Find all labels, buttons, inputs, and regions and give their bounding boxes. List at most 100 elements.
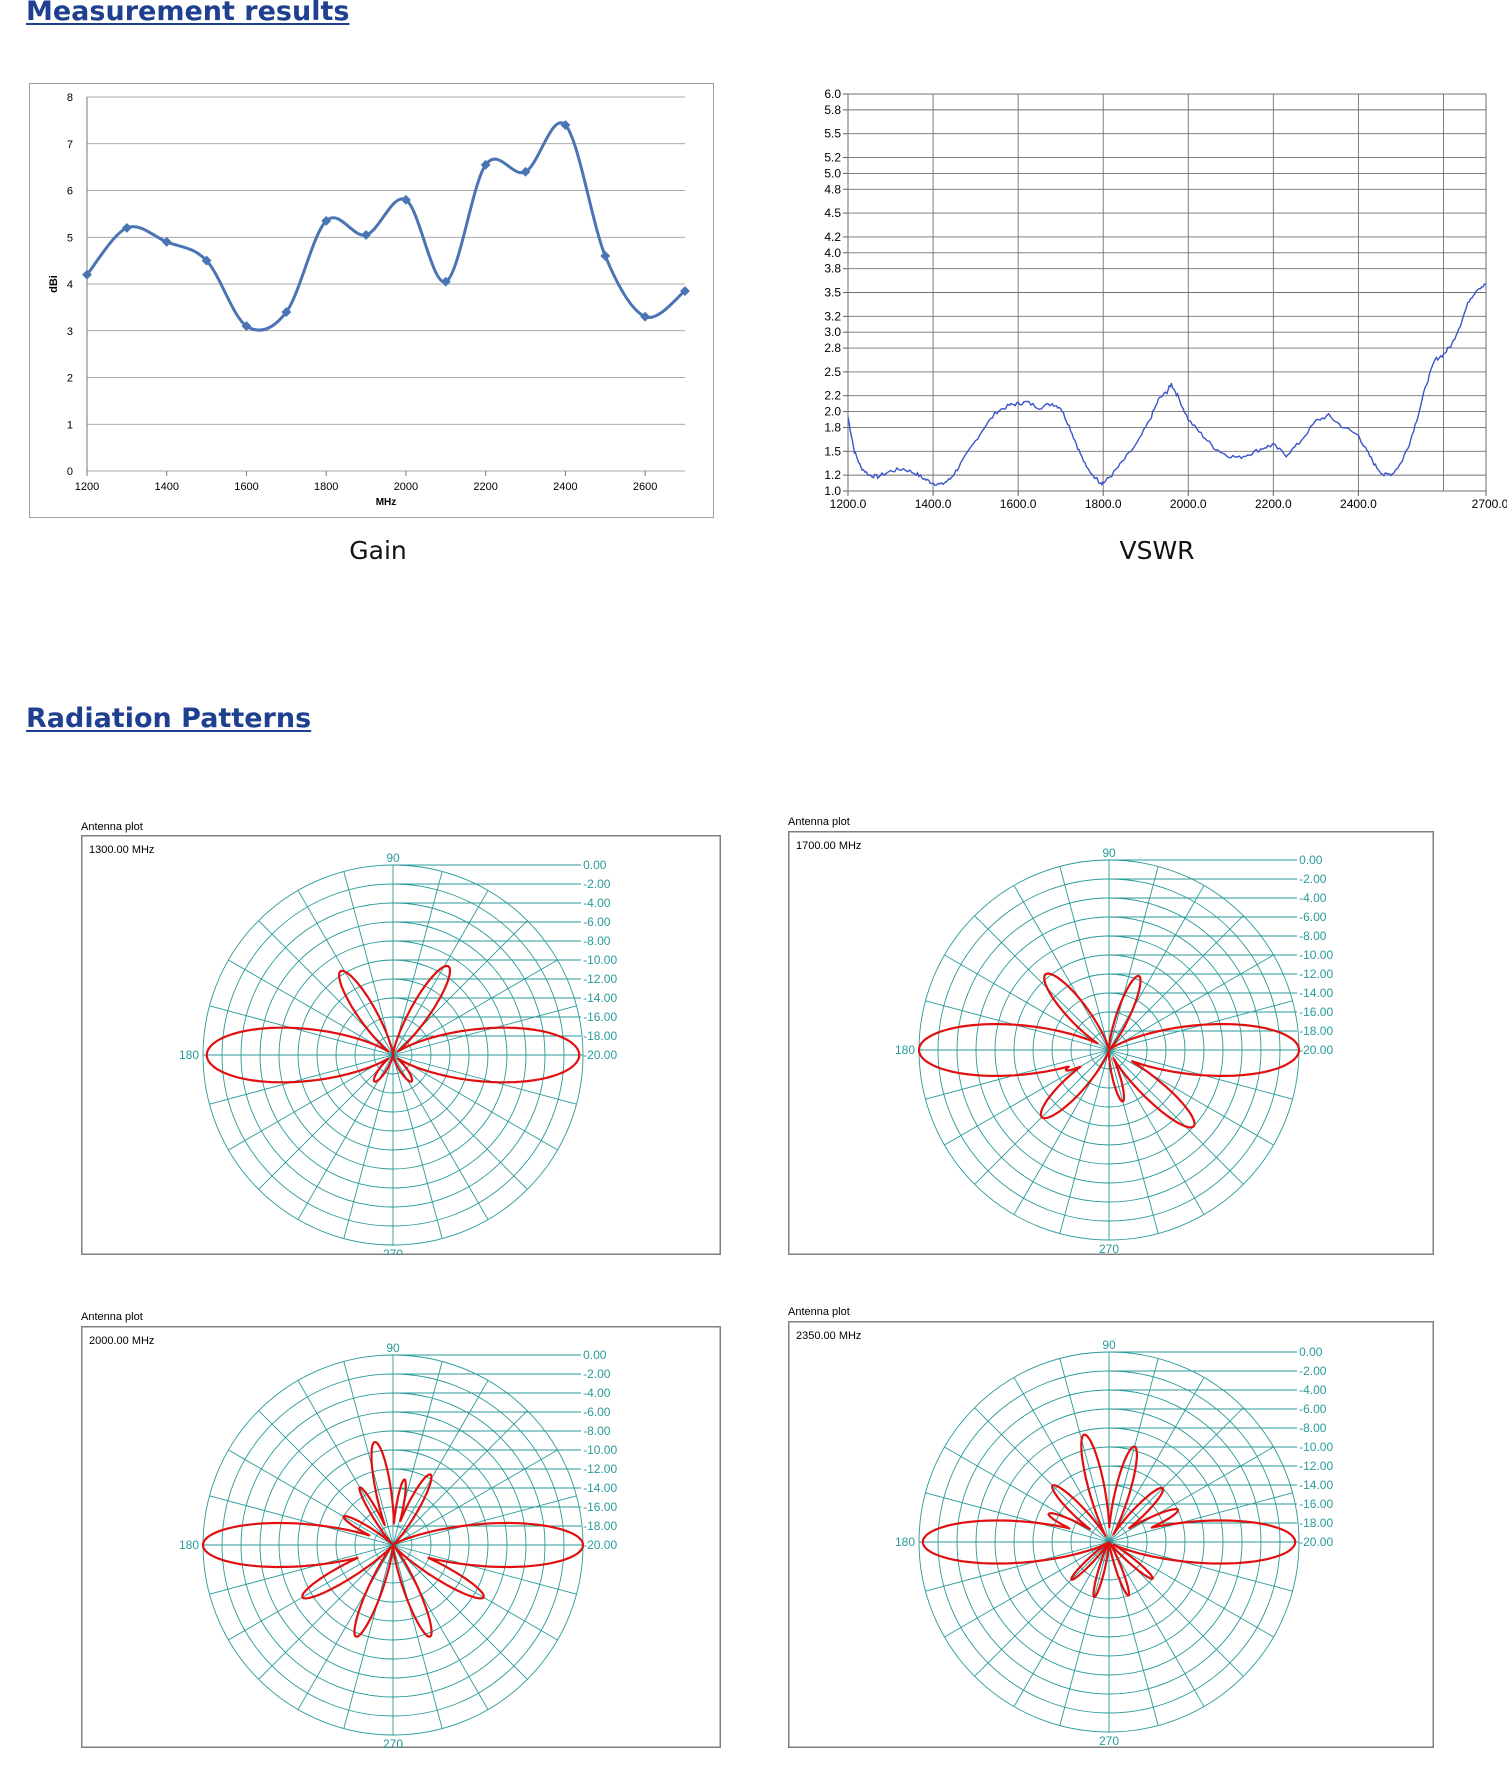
- polar-level-label: -4.00: [583, 896, 611, 910]
- polar-angle-label: 180: [895, 1043, 915, 1057]
- polar-angle-label: 90: [1102, 1338, 1116, 1352]
- gain-data-point: [321, 215, 332, 226]
- vswr-y-tick-label: 1.5: [824, 444, 841, 458]
- polar-spoke: [1108, 1541, 1293, 1592]
- polar-spoke: [209, 1054, 394, 1105]
- measurement-heading: Measurement results: [26, 0, 350, 27]
- polar-level-label: -2.00: [583, 877, 611, 891]
- polar-level-label: -18.00: [1299, 1516, 1333, 1530]
- polar-spoke: [392, 1005, 577, 1056]
- polar-spoke: [1108, 1446, 1274, 1543]
- polar-spoke: [1108, 1492, 1293, 1543]
- vswr-y-tick-label: 5.0: [824, 166, 841, 180]
- polar-frequency-label: 2000.00 MHz: [89, 1335, 154, 1347]
- vswr-y-tick-label: 2.8: [824, 341, 841, 355]
- polar-spoke: [392, 1449, 558, 1546]
- polar-angle-label: 180: [179, 1538, 199, 1552]
- polar-level-label: 0.00: [1299, 1345, 1323, 1359]
- polar-title: Antenna plot: [788, 1306, 850, 1318]
- polar-level-label: 0.00: [583, 858, 607, 872]
- polar-spoke: [343, 1054, 394, 1239]
- polar-chart-2350: 2350.00 MHz 0.00 -2.00 -4.00 -6.00 -8.00 -10.0…: [788, 1321, 1434, 1748]
- polar-spoke: [392, 890, 489, 1056]
- polar-level-label: -14.00: [1299, 986, 1333, 1000]
- polar-angle-label: 270: [1099, 1242, 1119, 1255]
- polar-level-label: -14.00: [1299, 1478, 1333, 1492]
- polar-angle-label: 270: [1099, 1734, 1119, 1748]
- gain-data-point: [600, 251, 611, 261]
- polar-frequency-label: 1300.00 MHz: [89, 844, 154, 856]
- polar-pattern-curve: [205, 964, 581, 1084]
- gain-y-tick-label: 5: [67, 232, 73, 244]
- polar-level-label: -2.00: [583, 1367, 611, 1381]
- vswr-caption: VSWR: [1119, 536, 1195, 565]
- polar-angle-label: 90: [386, 1341, 400, 1355]
- vswr-y-tick-label: 2.2: [824, 389, 841, 403]
- polar-level-label: -10.00: [1299, 948, 1333, 962]
- vswr-y-tick-label: 1.2: [824, 468, 841, 482]
- polar-level-label: 0.00: [583, 1348, 607, 1362]
- gain-x-tick-label: 1200: [75, 481, 99, 493]
- polar-level-label: -10.00: [1299, 1440, 1333, 1454]
- polar-level-label: -20.00: [583, 1048, 617, 1062]
- vswr-y-tick-label: 5.8: [824, 103, 841, 117]
- polar-level-label: -6.00: [1299, 910, 1327, 924]
- vswr-y-tick-label: 3.8: [824, 262, 841, 276]
- polar-spoke: [944, 954, 1110, 1051]
- gain-data-point: [560, 120, 571, 130]
- polar-spoke: [392, 1380, 489, 1546]
- polar-spoke: [392, 1544, 558, 1641]
- gain-data-point: [121, 222, 132, 233]
- vswr-x-tick-label: 1800.0: [1085, 497, 1122, 511]
- polar-level-label: -10.00: [583, 953, 617, 967]
- vswr-y-tick-label: 4.5: [824, 206, 841, 220]
- vswr-x-tick-label: 1400.0: [915, 497, 952, 511]
- polar-spoke: [392, 1544, 443, 1729]
- polar-spoke: [1059, 866, 1110, 1051]
- polar-spoke: [1108, 1049, 1159, 1234]
- gain-x-axis-label: MHz: [376, 497, 397, 508]
- polar-pattern-curve: [917, 972, 1301, 1129]
- vswr-y-tick-label: 5.5: [824, 127, 841, 141]
- polar-spoke: [392, 1054, 489, 1220]
- polar-spoke: [1108, 885, 1205, 1051]
- gain-y-tick-label: 7: [67, 139, 73, 151]
- polar-spoke: [228, 1449, 394, 1546]
- polar-spoke: [343, 1361, 394, 1546]
- polar-level-label: -6.00: [583, 1405, 611, 1419]
- polar-level-label: -8.00: [1299, 1421, 1327, 1435]
- polar-spoke: [343, 1544, 394, 1729]
- polar-level-label: -12.00: [1299, 967, 1333, 981]
- polar-level-label: -14.00: [583, 991, 617, 1005]
- polar-level-label: -16.00: [1299, 1497, 1333, 1511]
- polar-level-label: -20.00: [583, 1538, 617, 1552]
- vswr-y-tick-label: 4.2: [824, 230, 841, 244]
- gain-x-tick-label: 2000: [394, 481, 418, 493]
- polar-spoke: [297, 1054, 394, 1220]
- polar-spoke: [1108, 915, 1244, 1051]
- polar-chart-1700: 1700.00 MHz 0.00 -2.00 -4.00 -6.00 -8.00 -10.0…: [788, 831, 1434, 1255]
- polar-spoke: [392, 871, 443, 1056]
- polar-level-label: -12.00: [583, 1462, 617, 1476]
- polar-level-label: -20.00: [1299, 1043, 1333, 1057]
- polar-level-label: -20.00: [1299, 1535, 1333, 1549]
- polar-chart-1300: 1300.00 MHz 0.00 -2.00 -4.00 -6.00 -8.00 -10.0…: [81, 835, 721, 1255]
- polar-angle-label: 180: [179, 1048, 199, 1062]
- polar-spoke: [392, 1544, 577, 1595]
- gain-x-tick-label: 2600: [633, 481, 657, 493]
- radiation-heading: Radiation Patterns: [26, 703, 312, 734]
- polar-spoke: [944, 1446, 1110, 1543]
- gain-x-tick-label: 2200: [473, 481, 497, 493]
- vswr-x-tick-label: 2700.0: [1472, 497, 1507, 511]
- vswr-y-tick-label: 1.8: [824, 420, 841, 434]
- polar-level-label: -18.00: [1299, 1024, 1333, 1038]
- polar-level-label: -8.00: [1299, 929, 1327, 943]
- polar-spoke: [228, 1054, 394, 1151]
- gain-chart: 0 1 2 3 4 5 6 7 8 1200 1400 1600 1800 2000 2200 2400 260…: [29, 83, 714, 518]
- polar-spoke: [1108, 1049, 1205, 1215]
- polar-pattern-curve: [201, 1441, 585, 1638]
- vswr-chart: 1.0 1.2 1.5 1.82.0 2.2 2.5 2.8 3.0 3.2 3.5 3.8 4.0 4…: [824, 87, 1507, 511]
- polar-spoke: [974, 1541, 1110, 1677]
- polar-spoke: [392, 1495, 577, 1546]
- polar-spoke: [343, 871, 394, 1056]
